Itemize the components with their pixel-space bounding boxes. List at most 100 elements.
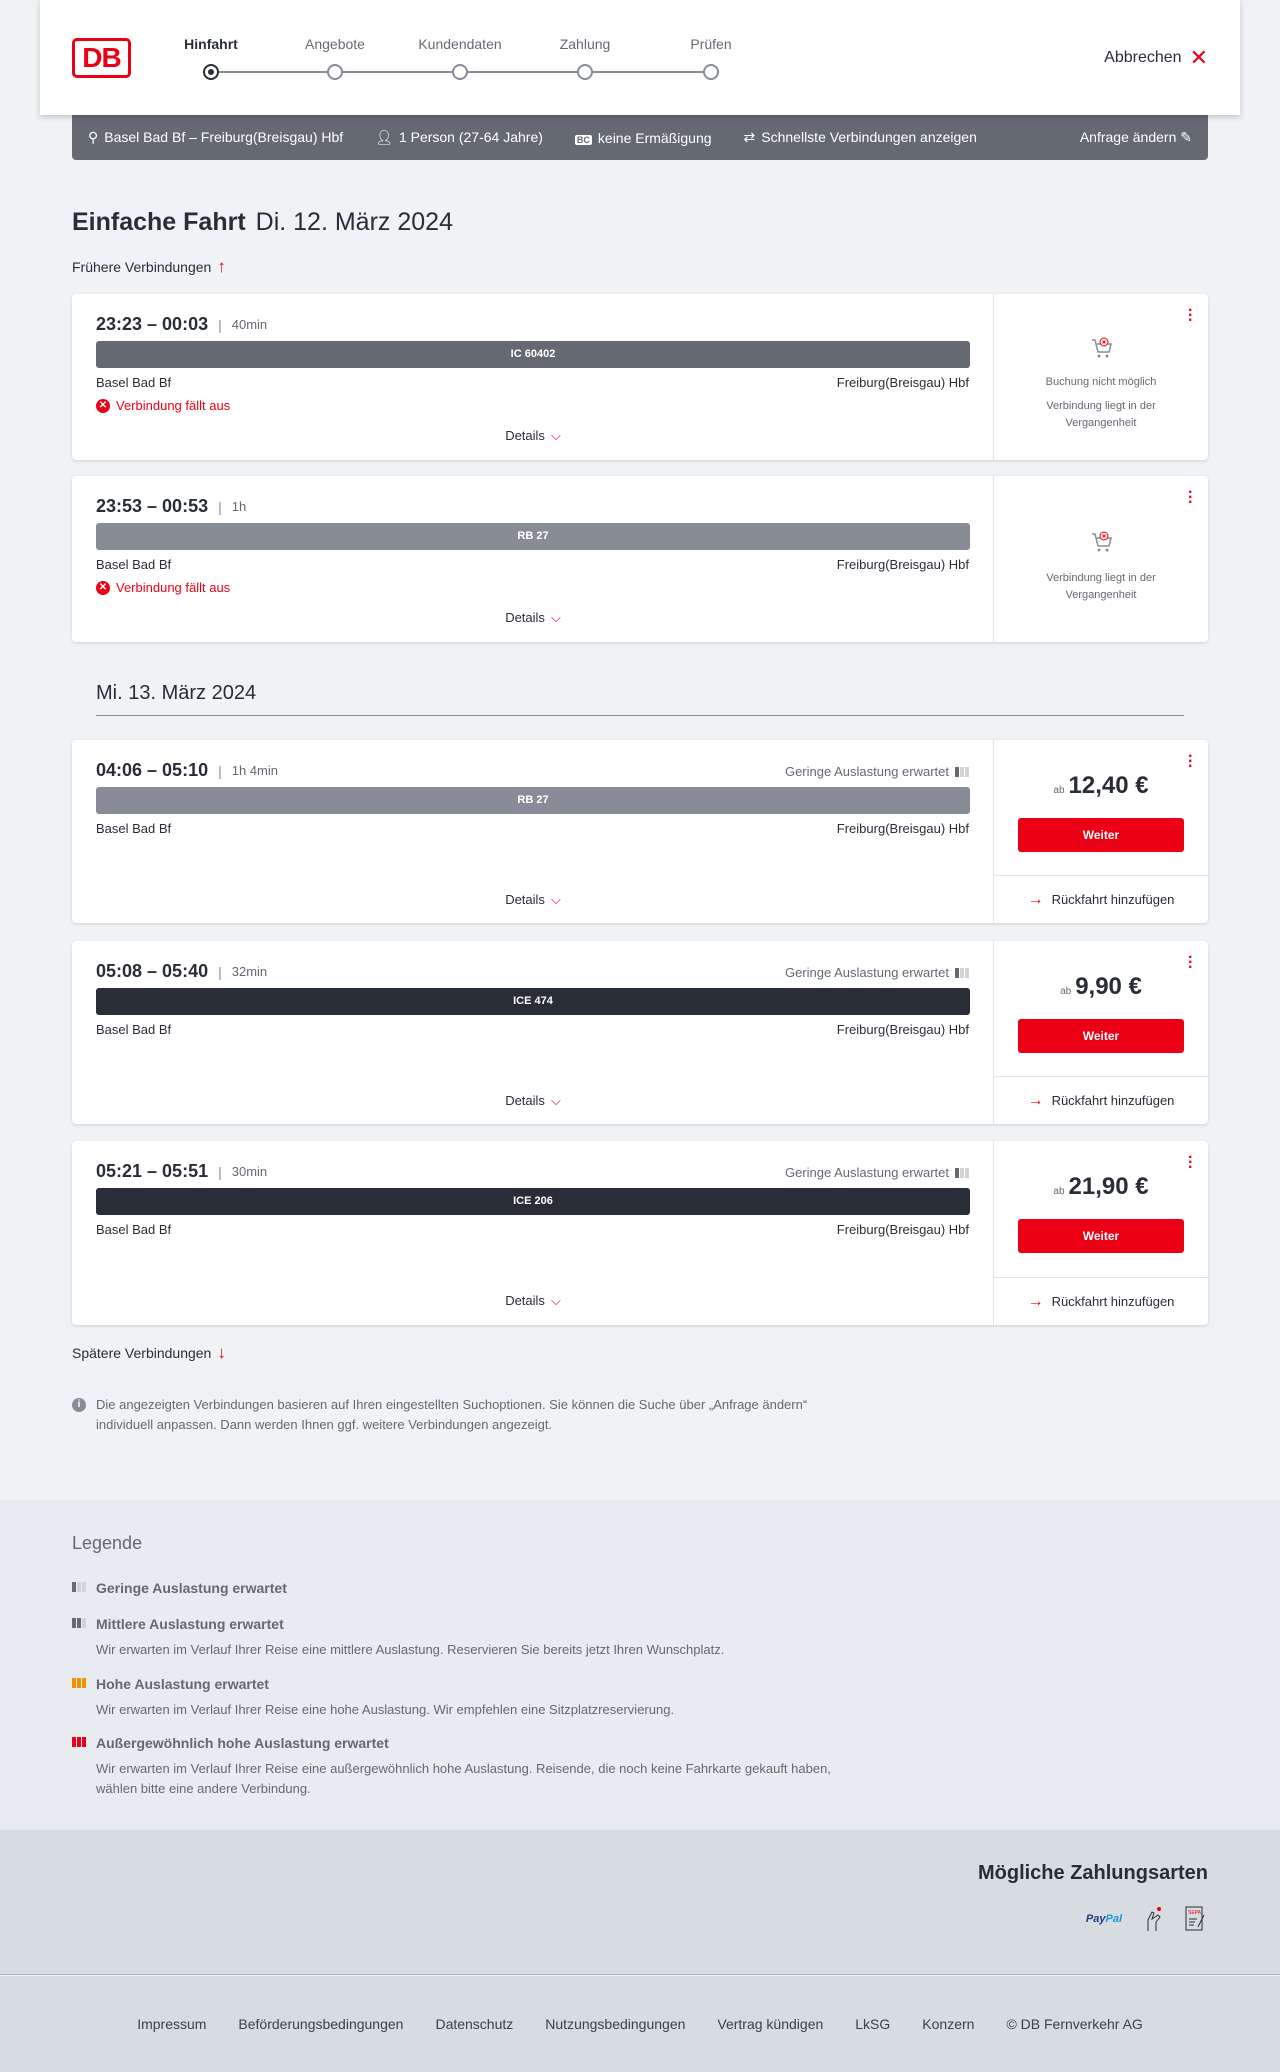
separator: |: [218, 1163, 222, 1180]
more-options-icon[interactable]: · · ·: [1188, 484, 1194, 511]
continue-button[interactable]: Weiter: [1018, 1019, 1184, 1053]
separator: |: [218, 963, 222, 980]
legend-item-title: Außergewöhnlich hohe Auslastung erwartet: [96, 1735, 389, 1751]
add-return-button[interactable]: → Rückfahrt hinzufügen: [994, 1076, 1208, 1124]
more-options-icon[interactable]: · · ·: [1188, 949, 1194, 976]
price-value: 9,90 €: [1075, 973, 1142, 1000]
footer-link-impressum[interactable]: Impressum: [137, 2016, 207, 2032]
destination-station: Freiburg(Breisgau) Hbf: [836, 1222, 969, 1237]
footer-link-befoerderungsbedingungen[interactable]: Beförderungsbedingungen: [238, 2016, 404, 2032]
connection-time: 23:23 – 00:03 | 40min: [96, 314, 267, 335]
time-range: 23:53 – 00:53: [96, 496, 209, 516]
footer-link-nutzungsbedingungen[interactable]: Nutzungsbedingungen: [545, 2016, 686, 2032]
legend-item-title: Geringe Auslastung erwartet: [96, 1580, 287, 1596]
details-label: Details: [505, 892, 545, 907]
contactless-hand-icon: [1147, 1907, 1161, 1931]
legend-item-text: Wir erwarten im Verlauf Ihrer Reise eine…: [96, 1642, 725, 1657]
cancel-button[interactable]: Abbrechen ✕: [1104, 47, 1208, 69]
occupancy-info: Geringe Auslastung erwartet: [785, 965, 969, 980]
cancellation-notice: ✕ Verbindung fällt aus: [96, 580, 230, 595]
origin-station: Basel Bad Bf: [96, 375, 172, 390]
connection-time: 23:53 – 00:53 | 1h: [96, 496, 246, 517]
time-range: 23:23 – 00:03: [96, 314, 209, 334]
step-pruefen: Prüfen: [690, 36, 732, 52]
swap-arrows-icon: ⇄: [743, 129, 756, 145]
location-pin-icon: ⚲: [88, 129, 99, 145]
payment-methods-section: Mögliche Zahlungsarten PayPal SEPA: [0, 1830, 1280, 1975]
origin-station: Basel Bad Bf: [96, 1222, 172, 1237]
step-zahlung: Zahlung: [559, 36, 611, 52]
connection-card: 05:21 – 05:51 | 30min Geringe Auslastung e…: [72, 1141, 1208, 1325]
step-dot: [703, 64, 719, 80]
footer-link-lksg[interactable]: LkSG: [855, 2016, 891, 2032]
continue-button[interactable]: Weiter: [1018, 818, 1184, 852]
route-summary: ⚲ Basel Bad Bf – Freiburg(Breisgau) Hbf: [88, 129, 343, 146]
connection-time: 05:08 – 05:40 | 32min: [96, 961, 267, 982]
price-prefix: ab: [1053, 1186, 1065, 1197]
origin-station: Basel Bad Bf: [96, 557, 172, 572]
footer-link-konzern[interactable]: Konzern: [922, 2016, 975, 2032]
step-hinfahrt: Hinfahrt: [184, 36, 238, 52]
legend-section: Legende Geringe Auslastung erwartet Mitt…: [0, 1500, 1280, 1830]
passenger-summary: 👤︎ 1 Person (27-64 Jahre): [375, 129, 543, 146]
details-toggle[interactable]: Details ⌵: [72, 610, 994, 626]
very-high-occupancy-icon: [72, 1737, 86, 1747]
low-occupancy-icon: [955, 1167, 969, 1178]
pencil-icon: ✎: [1180, 129, 1192, 145]
time-range: 05:21 – 05:51: [96, 1161, 209, 1181]
more-options-icon[interactable]: · · ·: [1188, 1149, 1194, 1176]
occupancy-text: Geringe Auslastung erwartet: [784, 764, 949, 779]
details-toggle[interactable]: Details ⌵: [72, 892, 994, 908]
continue-button[interactable]: Weiter: [1018, 1219, 1184, 1253]
cart-unavailable-icon: [1092, 337, 1112, 358]
earlier-connections-link[interactable]: Frühere Verbindungen ↑: [72, 257, 226, 277]
legend-item-title: Hohe Auslastung erwartet: [96, 1676, 269, 1692]
chevron-down-icon: ⌵: [550, 1093, 561, 1108]
connection-card: 23:23 – 00:03 | 40min IC 60402 Basel Bad B…: [72, 294, 1208, 460]
occupancy-info: Geringe Auslastung erwartet: [785, 1165, 969, 1180]
price-value: 21,90 €: [1068, 1173, 1149, 1200]
train-bar: RB 27: [96, 523, 970, 550]
db-logo[interactable]: DB: [72, 38, 131, 78]
occupancy-text: Geringe Auslastung erwartet: [784, 965, 949, 980]
edit-query-button[interactable]: Anfrage ändern ✎: [1080, 129, 1192, 146]
low-occupancy-icon: [72, 1582, 86, 1592]
cancellation-text: Verbindung fällt aus: [116, 398, 231, 413]
chevron-down-icon: ⌵: [550, 1293, 561, 1308]
details-label: Details: [505, 1293, 545, 1308]
discount-text: keine Ermäßigung: [597, 129, 712, 146]
more-options-icon[interactable]: · · ·: [1188, 748, 1194, 775]
day-heading: Mi. 13. März 2024: [96, 682, 1184, 716]
time-range: 04:06 – 05:10: [96, 760, 209, 780]
origin-station: Basel Bad Bf: [96, 821, 172, 836]
footer-link-vertrag-kuendigen[interactable]: Vertrag kündigen: [717, 2016, 824, 2032]
details-toggle[interactable]: Details ⌵: [72, 1293, 994, 1309]
footer-link-datenschutz[interactable]: Datenschutz: [435, 2016, 514, 2032]
booking-panel: · · · ab 21,90 € Weiter → Rückfahrt hinzufüg…: [994, 1141, 1208, 1325]
connection-main: 04:06 – 05:10 | 1h 4min Geringe Auslastung…: [72, 740, 994, 923]
price: ab 21,90 €: [994, 1173, 1208, 1201]
details-toggle[interactable]: Details ⌵: [72, 428, 994, 444]
arrow-right-icon: →: [1027, 1292, 1044, 1310]
connection-time: 05:21 – 05:51 | 30min: [96, 1161, 267, 1182]
details-toggle[interactable]: Details ⌵: [72, 1093, 994, 1109]
payment-title: Mögliche Zahlungsarten: [977, 1862, 1208, 1884]
arrow-down-icon: ↓: [217, 1343, 226, 1362]
later-label: Spätere Verbindungen: [72, 1345, 212, 1361]
add-return-button[interactable]: → Rückfahrt hinzufügen: [994, 875, 1208, 923]
add-return-button[interactable]: → Rückfahrt hinzufügen: [994, 1277, 1208, 1325]
person-icon: 👤︎: [375, 129, 393, 145]
paypal-icon: PayPal: [1085, 1913, 1122, 1925]
later-connections-link[interactable]: Spätere Verbindungen ↓: [72, 1343, 226, 1363]
duration: 40min: [231, 317, 268, 332]
medium-occupancy-icon: [72, 1618, 86, 1628]
connection-card: 23:53 – 00:53 | 1h RB 27 Basel Bad Bf Frei…: [72, 476, 1208, 642]
separator: |: [218, 762, 222, 779]
footer-copyright: © DB Fernverkehr AG: [1006, 2016, 1143, 2032]
option-text: Schnellste Verbindungen anzeigen: [761, 129, 977, 145]
destination-station: Freiburg(Breisgau) Hbf: [836, 375, 969, 390]
cancel-label: Abbrechen: [1104, 49, 1182, 66]
step-angebote: Angebote: [305, 36, 365, 52]
legend-item-title: Mittlere Auslastung erwartet: [96, 1616, 284, 1632]
more-options-icon[interactable]: · · ·: [1188, 302, 1194, 329]
